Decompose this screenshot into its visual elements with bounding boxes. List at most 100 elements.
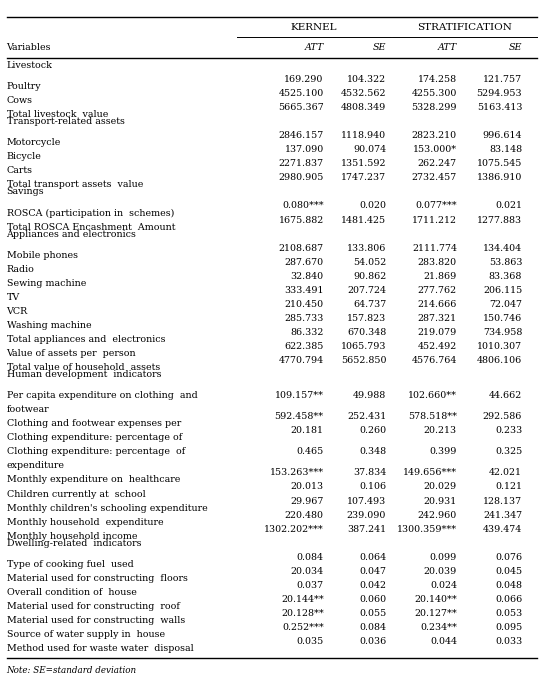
Text: 0.055: 0.055 bbox=[359, 609, 386, 618]
Text: 0.325: 0.325 bbox=[495, 448, 522, 457]
Text: 1481.425: 1481.425 bbox=[341, 216, 386, 225]
Text: 2108.687: 2108.687 bbox=[279, 244, 324, 253]
Text: 452.492: 452.492 bbox=[418, 342, 457, 351]
Text: 20.013: 20.013 bbox=[290, 482, 324, 491]
Text: 1075.545: 1075.545 bbox=[477, 159, 522, 168]
Text: 219.079: 219.079 bbox=[418, 328, 457, 337]
Text: 20.140**: 20.140** bbox=[414, 595, 457, 604]
Text: 0.348: 0.348 bbox=[359, 448, 386, 457]
Text: 20.029: 20.029 bbox=[424, 482, 457, 491]
Text: 287.670: 287.670 bbox=[285, 258, 324, 267]
Text: 54.052: 54.052 bbox=[353, 258, 386, 267]
Text: 220.480: 220.480 bbox=[285, 511, 324, 520]
Text: 4525.100: 4525.100 bbox=[279, 89, 324, 98]
Text: 72.047: 72.047 bbox=[489, 300, 522, 309]
Text: 20.144**: 20.144** bbox=[281, 595, 324, 604]
Text: Material used for constructing  floors: Material used for constructing floors bbox=[7, 574, 187, 583]
Text: 5652.850: 5652.850 bbox=[341, 356, 386, 365]
Text: 670.348: 670.348 bbox=[347, 328, 386, 337]
Text: 153.000*: 153.000* bbox=[413, 145, 457, 155]
Text: Overall condition of  house: Overall condition of house bbox=[7, 588, 137, 597]
Text: 64.737: 64.737 bbox=[353, 300, 386, 309]
Text: Transport-related assets: Transport-related assets bbox=[7, 117, 125, 126]
Text: 5328.299: 5328.299 bbox=[411, 103, 457, 112]
Text: 134.404: 134.404 bbox=[483, 244, 522, 253]
Text: 102.660**: 102.660** bbox=[408, 391, 457, 400]
Text: 1277.883: 1277.883 bbox=[477, 216, 522, 225]
Text: 0.080***: 0.080*** bbox=[282, 201, 324, 210]
Text: Note: SE=standard deviation: Note: SE=standard deviation bbox=[7, 665, 137, 674]
Text: 0.064: 0.064 bbox=[359, 553, 386, 562]
Text: 0.106: 0.106 bbox=[359, 482, 386, 491]
Text: 20.931: 20.931 bbox=[424, 496, 457, 505]
Text: 0.048: 0.048 bbox=[495, 581, 522, 590]
Text: Method used for waste water  disposal: Method used for waste water disposal bbox=[7, 644, 193, 653]
Text: 0.084: 0.084 bbox=[359, 623, 386, 632]
Text: 5294.953: 5294.953 bbox=[477, 89, 522, 98]
Text: 0.053: 0.053 bbox=[495, 609, 522, 618]
Text: 37.834: 37.834 bbox=[353, 468, 386, 477]
Text: 29.967: 29.967 bbox=[290, 496, 324, 505]
Text: 0.465: 0.465 bbox=[296, 448, 324, 457]
Text: 387.241: 387.241 bbox=[347, 525, 386, 534]
Text: 592.458**: 592.458** bbox=[275, 412, 324, 421]
Text: 277.762: 277.762 bbox=[418, 286, 457, 295]
Text: 439.474: 439.474 bbox=[483, 525, 522, 534]
Text: 1065.793: 1065.793 bbox=[341, 342, 386, 351]
Text: 21.869: 21.869 bbox=[424, 271, 457, 280]
Text: 4532.562: 4532.562 bbox=[341, 89, 386, 98]
Text: 0.033: 0.033 bbox=[495, 637, 522, 646]
Text: 0.121: 0.121 bbox=[495, 482, 522, 491]
Text: 0.066: 0.066 bbox=[495, 595, 522, 604]
Text: Monthly household  expenditure: Monthly household expenditure bbox=[7, 518, 163, 527]
Text: 2732.457: 2732.457 bbox=[412, 173, 457, 182]
Text: Cows: Cows bbox=[7, 96, 33, 105]
Text: 239.090: 239.090 bbox=[347, 511, 386, 520]
Text: 32.840: 32.840 bbox=[290, 271, 324, 280]
Text: Total ROSCA Encashment  Amount: Total ROSCA Encashment Amount bbox=[7, 223, 175, 232]
Text: 0.233: 0.233 bbox=[495, 426, 522, 435]
Text: 4806.106: 4806.106 bbox=[477, 356, 522, 365]
Text: 20.128**: 20.128** bbox=[281, 609, 324, 618]
Text: 1302.202***: 1302.202*** bbox=[264, 525, 324, 534]
Text: 622.385: 622.385 bbox=[285, 342, 324, 351]
Text: 283.820: 283.820 bbox=[418, 258, 457, 267]
Text: expenditure: expenditure bbox=[7, 461, 65, 470]
Text: 0.234**: 0.234** bbox=[420, 623, 457, 632]
Text: 44.662: 44.662 bbox=[489, 391, 522, 400]
Text: 0.060: 0.060 bbox=[359, 595, 386, 604]
Text: 20.181: 20.181 bbox=[290, 426, 324, 435]
Text: 121.757: 121.757 bbox=[483, 75, 522, 84]
Text: SE: SE bbox=[373, 43, 386, 52]
Text: Total transport assets  value: Total transport assets value bbox=[7, 180, 143, 189]
Text: 0.076: 0.076 bbox=[495, 553, 522, 562]
Text: 90.862: 90.862 bbox=[353, 271, 386, 280]
Text: 1675.882: 1675.882 bbox=[279, 216, 324, 225]
Text: Dwelling-related  indicators: Dwelling-related indicators bbox=[7, 539, 141, 548]
Text: 174.258: 174.258 bbox=[418, 75, 457, 84]
Text: 2271.837: 2271.837 bbox=[279, 159, 324, 168]
Text: 210.450: 210.450 bbox=[285, 300, 324, 309]
Text: 157.823: 157.823 bbox=[347, 314, 386, 323]
Text: Washing machine: Washing machine bbox=[7, 321, 91, 330]
Text: 0.042: 0.042 bbox=[359, 581, 386, 590]
Text: Clothing and footwear expenses per: Clothing and footwear expenses per bbox=[7, 419, 181, 428]
Text: 83.368: 83.368 bbox=[489, 271, 522, 280]
Text: Mobile phones: Mobile phones bbox=[7, 251, 78, 260]
Text: 578.518**: 578.518** bbox=[408, 412, 457, 421]
Text: 49.988: 49.988 bbox=[353, 391, 386, 400]
Text: 207.724: 207.724 bbox=[347, 286, 386, 295]
Text: 133.806: 133.806 bbox=[347, 244, 386, 253]
Text: Poultry: Poultry bbox=[7, 82, 41, 91]
Text: 4770.794: 4770.794 bbox=[279, 356, 324, 365]
Text: Radio: Radio bbox=[7, 264, 34, 274]
Text: footwear: footwear bbox=[7, 405, 49, 414]
Text: 0.260: 0.260 bbox=[359, 426, 386, 435]
Text: 0.024: 0.024 bbox=[430, 581, 457, 590]
Text: 128.137: 128.137 bbox=[483, 496, 522, 505]
Text: 0.077***: 0.077*** bbox=[415, 201, 457, 210]
Text: 0.084: 0.084 bbox=[296, 553, 324, 562]
Text: 252.431: 252.431 bbox=[347, 412, 386, 421]
Text: 86.332: 86.332 bbox=[290, 328, 324, 337]
Text: 0.252***: 0.252*** bbox=[282, 623, 324, 632]
